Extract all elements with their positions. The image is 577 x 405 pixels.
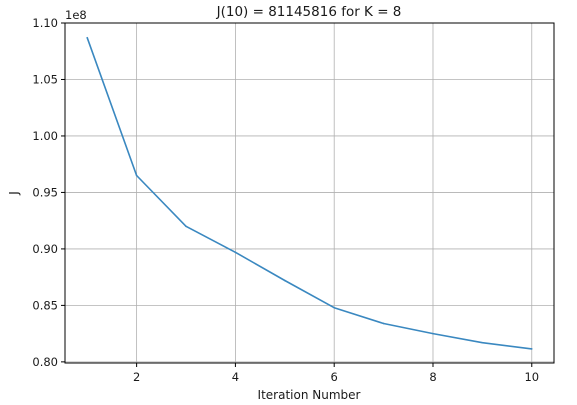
data-point	[333, 306, 335, 309]
y-tick-label: 1.10	[32, 16, 58, 30]
y-tick-label: 0.90	[32, 242, 58, 256]
x-tick-label: 2	[133, 370, 140, 384]
x-tick-label: 8	[429, 370, 436, 384]
data-point	[481, 341, 484, 344]
grid	[65, 22, 554, 363]
series-layer	[86, 36, 533, 350]
y-tick-label: 1.05	[32, 72, 58, 86]
y-axis-label: J	[7, 191, 21, 196]
data-point	[234, 251, 237, 254]
series-line	[86, 37, 532, 350]
y-tick-label: 1.00	[32, 129, 58, 143]
data-point	[135, 174, 138, 177]
y-tick-label: 0.95	[32, 185, 58, 199]
data-point	[284, 279, 286, 282]
y-tick-label: 0.85	[32, 298, 58, 312]
data-point	[432, 332, 434, 335]
axis-ticks: 2 4 6 8 10 0.80 0.85 0.90 0.95 1.00 1.05 1.10	[32, 16, 539, 384]
data-point	[382, 322, 385, 325]
data-point	[530, 348, 533, 350]
y-tick-label: 0.80	[32, 355, 58, 369]
x-tick-label: 10	[524, 370, 539, 384]
data-point	[86, 36, 89, 39]
data-point	[185, 225, 187, 228]
x-tick-label: 6	[331, 370, 338, 384]
chart-title: J(10) = 81145816 for K = 8	[216, 4, 402, 20]
x-axis-label: Iteration Number	[258, 388, 361, 402]
y-axis-offset-label: 1e8	[65, 8, 87, 22]
plot-area-frame	[64, 22, 555, 364]
x-tick-label: 4	[232, 370, 239, 384]
